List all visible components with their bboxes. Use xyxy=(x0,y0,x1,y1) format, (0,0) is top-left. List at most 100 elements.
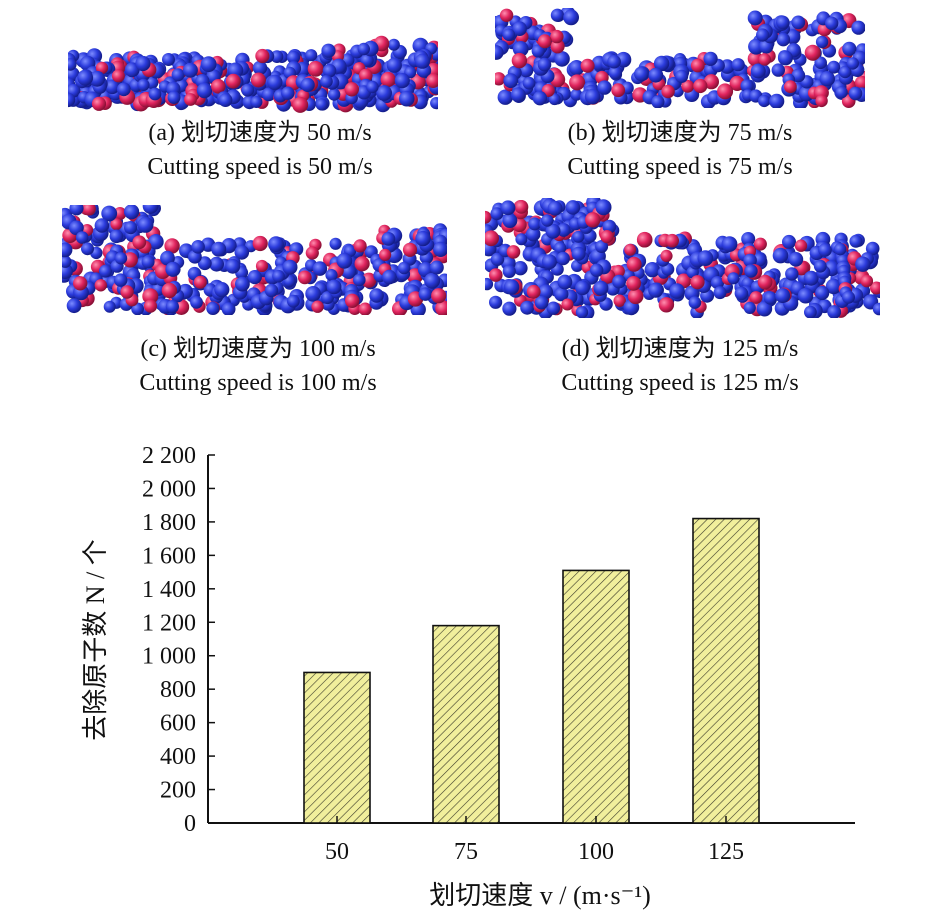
atom-sphere xyxy=(137,78,150,91)
caption-a-cn: (a) 划切速度为 50 m/s xyxy=(148,120,372,146)
atom-sphere xyxy=(520,300,535,315)
atom-sphere xyxy=(191,240,205,254)
y-tick-label: 800 xyxy=(160,677,196,703)
atom-sphere xyxy=(424,272,441,289)
atom-sphere xyxy=(743,253,757,268)
atom-sphere xyxy=(815,94,828,108)
atom-sphere xyxy=(842,290,855,304)
caption-b-en: Cutting speed is 75 m/s xyxy=(567,154,793,180)
atom-sphere xyxy=(490,252,505,266)
atom-sphere xyxy=(132,235,147,250)
atom-sphere xyxy=(703,74,719,90)
atom-sphere xyxy=(512,41,529,57)
x-axis-title: 划切速度 v / (m·s⁻¹) xyxy=(429,881,651,910)
atom-sphere xyxy=(534,295,549,310)
atom-sphere xyxy=(608,65,623,80)
atom-sphere xyxy=(135,55,151,72)
atom-sphere xyxy=(225,258,241,274)
atom-sphere xyxy=(860,274,874,288)
atom-sphere xyxy=(305,49,318,62)
y-tick-label: 600 xyxy=(160,711,196,737)
atom-sphere xyxy=(545,223,561,239)
atom-sphere xyxy=(626,276,641,291)
y-tick-label: 200 xyxy=(160,778,196,804)
atom-sphere xyxy=(651,95,665,108)
atom-sphere xyxy=(431,288,447,304)
atom-sphere xyxy=(538,284,553,300)
atom-sphere xyxy=(585,212,601,228)
atom-sphere xyxy=(727,272,740,285)
atom-sphere xyxy=(101,205,118,222)
caption-b: (b) 划切速度为 75 m/s Cutting speed is 75 m/s xyxy=(490,116,870,184)
atom-sphere xyxy=(744,264,758,278)
atom-sphere xyxy=(366,80,379,94)
atom-sphere xyxy=(758,53,771,66)
atom-sphere xyxy=(193,275,207,289)
atom-sphere xyxy=(575,306,589,318)
atom-sphere xyxy=(575,280,590,296)
atom-sphere xyxy=(282,259,298,275)
atom-sphere xyxy=(741,232,756,246)
caption-a-en: Cutting speed is 50 m/s xyxy=(147,154,373,180)
atom-sphere xyxy=(791,15,806,30)
atom-sphere xyxy=(499,8,514,22)
y-tick-label: 1 600 xyxy=(142,543,196,569)
x-tick-label: 50 xyxy=(325,839,349,865)
atom-sphere xyxy=(756,28,770,42)
atom-sphere xyxy=(602,219,617,234)
atom-sphere xyxy=(322,64,337,78)
atoms-c xyxy=(62,205,447,315)
atoms-b xyxy=(495,8,865,108)
atom-sphere xyxy=(634,66,649,82)
atom-sphere xyxy=(815,285,830,301)
atom-sphere xyxy=(511,52,528,69)
y-tick-label: 1 000 xyxy=(142,644,196,670)
atom-sphere xyxy=(772,247,789,264)
atom-sphere xyxy=(344,82,359,97)
atom-sphere xyxy=(164,238,180,254)
atom-sphere xyxy=(211,241,227,257)
atom-sphere xyxy=(357,42,370,56)
atom-sphere xyxy=(397,261,411,275)
atom-sphere xyxy=(69,205,84,216)
atom-sphere xyxy=(854,75,865,90)
atom-sphere xyxy=(690,58,705,73)
atom-panel-c xyxy=(62,205,447,315)
atom-sphere xyxy=(255,259,269,273)
atom-sphere xyxy=(221,302,236,315)
atom-sphere xyxy=(839,65,852,79)
atom-sphere xyxy=(116,82,131,97)
atom-sphere xyxy=(267,74,283,90)
atom-sphere xyxy=(376,85,392,101)
atom-sphere xyxy=(541,254,557,270)
atom-sphere xyxy=(531,44,545,58)
atom-sphere xyxy=(214,282,230,298)
atom-sphere xyxy=(120,285,134,299)
atom-sphere xyxy=(572,230,585,243)
atom-sphere xyxy=(624,243,637,256)
atom-sphere xyxy=(757,274,773,290)
atom-sphere xyxy=(776,32,791,47)
atom-sphere xyxy=(489,268,503,282)
atom-sphere xyxy=(749,291,763,304)
atom-sphere xyxy=(247,270,262,285)
caption-c-en: Cutting speed is 100 m/s xyxy=(139,370,377,396)
atom-sphere xyxy=(312,261,328,276)
plot-area: 0 200 400 600 800 1 000 1 200 1 400 1 600 1 800 2 … xyxy=(142,443,855,865)
atom-sphere xyxy=(380,71,396,88)
atom-sphere xyxy=(814,56,827,70)
y-tick-label: 1 400 xyxy=(142,577,196,603)
atom-sphere xyxy=(255,48,270,64)
atom-sphere xyxy=(612,274,626,289)
atom-sphere xyxy=(142,288,159,305)
atom-sphere xyxy=(556,251,570,266)
atom-sphere xyxy=(593,280,609,296)
atom-sphere xyxy=(184,93,197,106)
bar xyxy=(303,671,371,824)
atom-sphere xyxy=(261,87,276,102)
atom-sphere xyxy=(315,98,328,111)
atom-sphere xyxy=(182,62,198,78)
atom-sphere xyxy=(336,252,353,269)
atom-sphere xyxy=(329,237,342,250)
atom-sphere xyxy=(681,79,695,93)
